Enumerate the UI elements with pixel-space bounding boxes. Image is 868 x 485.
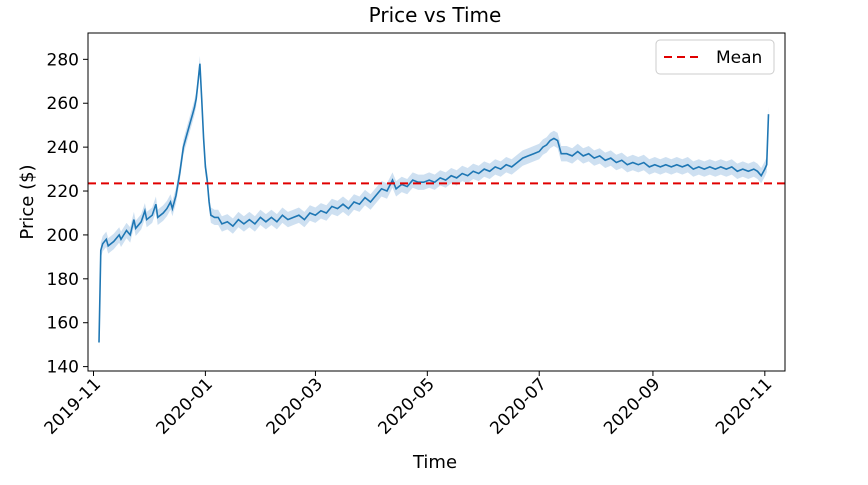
x-tick-label: 2020-05 [374, 374, 438, 438]
plot-area [87, 32, 786, 372]
chart-title: Price vs Time [369, 3, 502, 27]
y-tick-label: 180 [47, 270, 79, 290]
x-tick-label: 2020-09 [600, 374, 664, 438]
x-tick-label: 2020-01 [153, 374, 217, 438]
series-line [98, 63, 770, 343]
legend-box [655, 39, 775, 75]
x-tick-label: 2020-03 [263, 374, 327, 438]
legend-mean-label: Mean [716, 48, 762, 68]
x-tick-label: 2020-11 [712, 374, 776, 438]
y-tick-label: 260 [47, 94, 79, 114]
y-tick-label: 160 [47, 314, 79, 334]
y-tick-label: 200 [47, 226, 79, 246]
x-axis-label: Time [412, 452, 457, 473]
x-tick-label: 2020-07 [486, 374, 550, 438]
x-tick-label: 2019-11 [41, 374, 105, 438]
confidence-band [99, 56, 769, 351]
legend: Mean [655, 39, 775, 75]
y-tick-label: 240 [47, 138, 79, 158]
x-axis: 2019-11 2020-01 2020-03 2020-05 2020-07 2020-… [41, 371, 776, 439]
y-tick-label: 220 [47, 182, 79, 202]
y-tick-label: 140 [47, 358, 79, 378]
plot-frame [87, 32, 786, 372]
y-axis: 140 160 180 200 220 240 260 280 [47, 50, 88, 378]
y-axis-label: Price ($) [17, 164, 38, 239]
y-tick-label: 280 [47, 50, 79, 70]
